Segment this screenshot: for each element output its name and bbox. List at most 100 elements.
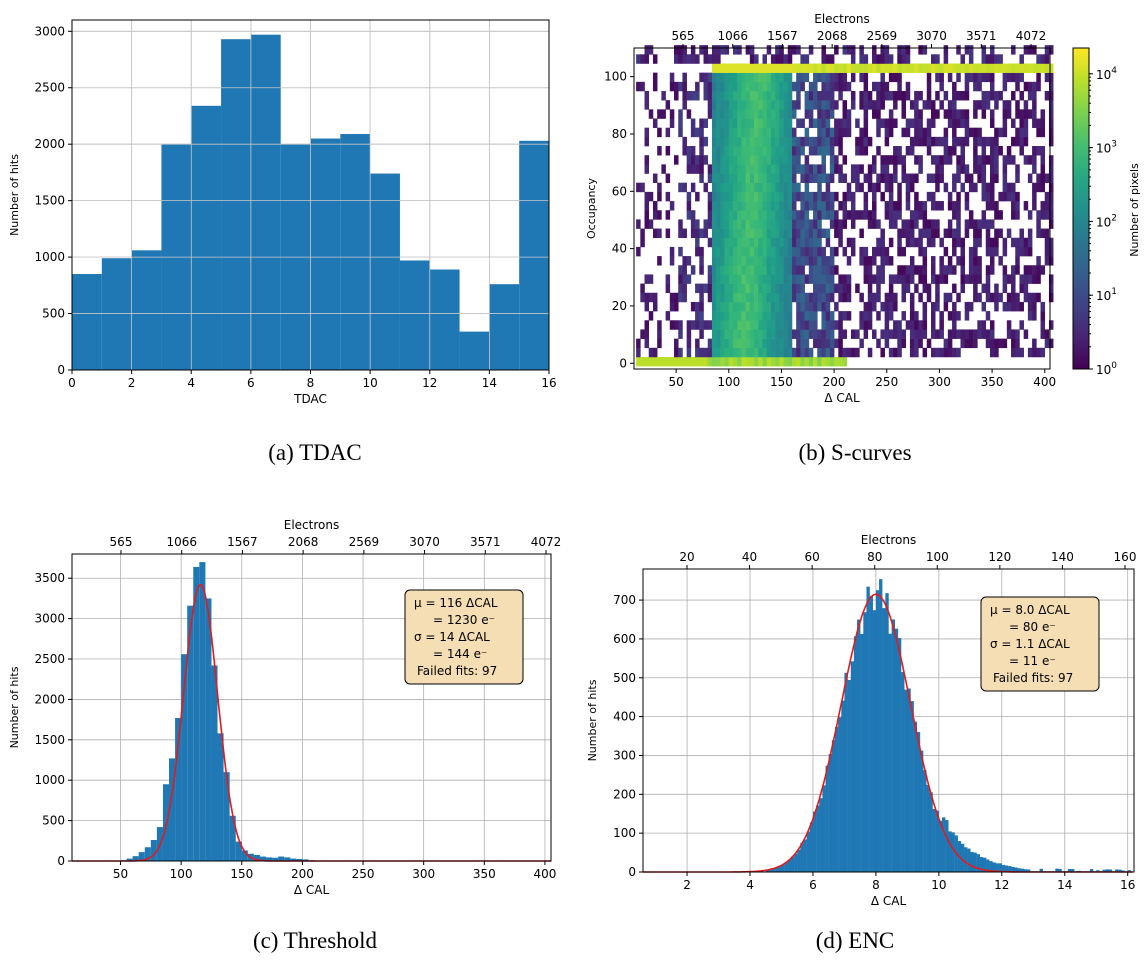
histogram-bar <box>853 636 858 872</box>
heatmap-cell <box>775 155 780 165</box>
heatmap-cell <box>665 127 671 138</box>
heatmap-cell <box>909 146 915 156</box>
heatmap-cell <box>724 356 730 367</box>
heatmap-cell <box>825 90 831 101</box>
heatmap-cell <box>703 72 709 83</box>
heatmap-cell <box>652 173 658 184</box>
x-tick-label: 8 <box>307 376 315 390</box>
heatmap-cell <box>922 320 928 330</box>
heatmap-cell <box>1011 347 1016 358</box>
colorbar-tick-exp: 0 <box>1111 361 1117 371</box>
heatmap-cell <box>1011 210 1016 220</box>
histogram-bar <box>278 856 285 861</box>
heatmap-cell <box>846 81 852 92</box>
heatmap-cell <box>1027 274 1033 284</box>
heatmap-cell <box>804 274 810 284</box>
heatmap-cell <box>800 237 805 248</box>
heatmap-cell <box>1015 256 1020 266</box>
heatmap-cell <box>872 329 877 339</box>
heatmap-cell <box>880 256 885 266</box>
heatmap-cell <box>989 72 995 83</box>
heatmap-cell <box>1044 72 1050 83</box>
heatmap-cell <box>678 347 683 358</box>
heatmap-cell <box>741 127 746 138</box>
heatmap-cell <box>821 118 826 128</box>
caption-b: (b) S-curves <box>798 440 912 465</box>
heatmap-cell <box>1032 155 1037 165</box>
heatmap-cell <box>825 118 831 128</box>
heatmap-cell <box>1011 338 1016 349</box>
heatmap-cell <box>922 311 928 321</box>
heatmap-cell <box>779 274 784 284</box>
histogram-bar <box>863 612 867 872</box>
heatmap-cell <box>939 311 944 321</box>
heatmap-cell <box>842 347 848 358</box>
heatmap-cell <box>935 164 940 174</box>
heatmap-cell <box>686 191 692 202</box>
heatmap-cell <box>947 292 953 303</box>
heatmap-cell <box>644 45 650 55</box>
heatmap-cell <box>787 100 793 110</box>
heatmap-cell <box>838 228 843 239</box>
heatmap-cell <box>775 90 780 101</box>
heatmap-cell <box>914 347 919 358</box>
heatmap-cell <box>834 283 839 294</box>
histogram-bar <box>970 851 974 872</box>
heatmap-cell <box>766 246 772 257</box>
heatmap-cell <box>973 63 978 73</box>
heatmap-cell <box>770 320 776 330</box>
heatmap-cell <box>850 45 856 55</box>
heatmap-cell <box>783 182 789 193</box>
heatmap-cell <box>686 256 692 266</box>
heatmap-cell <box>943 63 949 73</box>
heatmap-cell <box>741 265 746 275</box>
heatmap-cell <box>787 45 793 55</box>
heatmap-cell <box>745 338 751 349</box>
heatmap-cell <box>880 81 885 92</box>
heatmap-cell <box>813 63 818 73</box>
heatmap-cell <box>989 90 995 101</box>
heatmap-cell <box>1015 301 1020 312</box>
heatmap-cell <box>859 320 864 330</box>
heatmap-cell <box>901 164 907 174</box>
y-tick-label: 400 <box>613 710 636 724</box>
heatmap-cell <box>964 72 970 83</box>
heatmap-cell <box>724 136 730 147</box>
y-tick-label: 700 <box>613 593 636 607</box>
heatmap-cell <box>888 329 894 339</box>
heatmap-cell <box>813 338 818 349</box>
heatmap-cell <box>720 45 725 55</box>
heatmap-cell <box>850 72 856 83</box>
heatmap-cell <box>787 265 793 275</box>
heatmap-cell <box>859 311 864 321</box>
heatmap-cell <box>766 283 772 294</box>
heatmap-cell <box>1023 201 1029 211</box>
heatmap-cell <box>825 136 831 147</box>
heatmap-cell <box>909 329 915 339</box>
plot-frame <box>633 47 1051 370</box>
heatmap-cell <box>930 100 936 110</box>
heatmap-cell <box>1006 146 1012 156</box>
y-tick-label: 0 <box>57 854 65 868</box>
heatmap-cell <box>762 210 767 220</box>
heatmap-cell <box>800 347 805 358</box>
heatmap-cell <box>968 246 974 257</box>
heatmap-cell <box>758 182 763 193</box>
heatmap-cell <box>783 246 789 257</box>
heatmap-cell <box>737 311 742 321</box>
heatmap-cell <box>909 228 915 239</box>
heatmap-cell <box>737 90 742 101</box>
heatmap-cell <box>674 301 679 312</box>
heatmap-cell <box>842 81 848 92</box>
heatmap-cell <box>909 237 915 248</box>
heatmap-cell <box>724 164 730 174</box>
heatmap-cell <box>749 347 755 358</box>
heatmap-cell <box>817 210 822 220</box>
heatmap-cell <box>741 228 746 239</box>
heatmap-cell <box>644 155 650 165</box>
heatmap-cell <box>636 347 641 358</box>
histogram-bar <box>1001 864 1006 872</box>
heatmap-cell <box>695 191 700 202</box>
heatmap-cell <box>787 54 793 64</box>
